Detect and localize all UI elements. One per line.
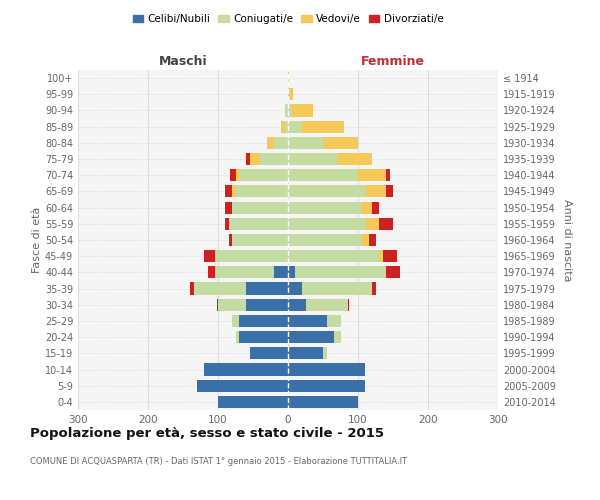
Bar: [284, 120, 288, 132]
Bar: [232, 234, 288, 246]
Y-axis label: Fasce di età: Fasce di età: [32, 207, 42, 273]
Bar: [288, 266, 295, 278]
Bar: [239, 331, 288, 343]
Bar: [302, 282, 372, 294]
Bar: [302, 120, 344, 132]
Bar: [288, 298, 305, 311]
Bar: [289, 88, 293, 101]
Bar: [372, 202, 379, 213]
Bar: [246, 298, 288, 311]
Bar: [208, 266, 215, 278]
Bar: [326, 315, 341, 327]
Bar: [260, 153, 288, 165]
Text: Popolazione per età, sesso e stato civile - 2015: Popolazione per età, sesso e stato civil…: [30, 428, 384, 440]
Bar: [284, 104, 288, 117]
Bar: [383, 250, 397, 262]
Bar: [288, 72, 289, 84]
Bar: [288, 250, 379, 262]
Bar: [368, 234, 376, 246]
Bar: [235, 331, 239, 343]
Bar: [288, 331, 334, 343]
Y-axis label: Anni di nascita: Anni di nascita: [562, 198, 572, 281]
Bar: [232, 186, 235, 198]
Bar: [218, 396, 288, 408]
Bar: [365, 186, 386, 198]
Bar: [361, 202, 372, 213]
Bar: [288, 234, 361, 246]
Bar: [288, 120, 302, 132]
Bar: [288, 380, 365, 392]
Bar: [347, 298, 349, 311]
Bar: [288, 186, 365, 198]
Bar: [288, 137, 323, 149]
Bar: [217, 298, 218, 311]
Bar: [204, 364, 288, 376]
Bar: [295, 266, 386, 278]
Bar: [288, 396, 358, 408]
Bar: [323, 348, 326, 360]
Bar: [232, 315, 239, 327]
Bar: [250, 153, 260, 165]
Bar: [323, 137, 358, 149]
Bar: [288, 282, 302, 294]
Bar: [218, 298, 246, 311]
Bar: [358, 169, 386, 181]
Bar: [365, 218, 379, 230]
Bar: [288, 169, 358, 181]
Bar: [197, 380, 288, 392]
Bar: [239, 315, 288, 327]
Bar: [215, 266, 274, 278]
Bar: [225, 186, 232, 198]
Bar: [230, 169, 235, 181]
Bar: [386, 266, 400, 278]
Bar: [204, 250, 215, 262]
Bar: [225, 218, 229, 230]
Bar: [379, 250, 383, 262]
Bar: [386, 169, 389, 181]
Bar: [193, 282, 246, 294]
Bar: [361, 234, 368, 246]
Bar: [372, 282, 376, 294]
Bar: [337, 153, 372, 165]
Bar: [288, 104, 292, 117]
Bar: [246, 153, 250, 165]
Bar: [288, 88, 289, 101]
Bar: [239, 169, 288, 181]
Legend: Celibi/Nubili, Coniugati/e, Vedovi/e, Divorziati/e: Celibi/Nubili, Coniugati/e, Vedovi/e, Di…: [128, 10, 448, 29]
Bar: [305, 298, 347, 311]
Bar: [267, 137, 274, 149]
Bar: [229, 234, 232, 246]
Bar: [288, 315, 326, 327]
Text: COMUNE DI ACQUASPARTA (TR) - Dati ISTAT 1° gennaio 2015 - Elaborazione TUTTITALI: COMUNE DI ACQUASPARTA (TR) - Dati ISTAT …: [30, 458, 407, 466]
Bar: [288, 348, 323, 360]
Bar: [288, 202, 361, 213]
Bar: [386, 186, 393, 198]
Text: Femmine: Femmine: [361, 54, 425, 68]
Bar: [274, 266, 288, 278]
Bar: [250, 348, 288, 360]
Bar: [215, 250, 288, 262]
Bar: [334, 331, 341, 343]
Bar: [379, 218, 393, 230]
Bar: [225, 202, 232, 213]
Bar: [190, 282, 193, 294]
Bar: [232, 202, 288, 213]
Bar: [246, 282, 288, 294]
Bar: [281, 120, 284, 132]
Bar: [229, 218, 288, 230]
Bar: [288, 218, 365, 230]
Bar: [292, 104, 313, 117]
Bar: [288, 153, 337, 165]
Bar: [235, 186, 288, 198]
Bar: [274, 137, 288, 149]
Text: Maschi: Maschi: [158, 54, 208, 68]
Bar: [288, 364, 365, 376]
Bar: [235, 169, 239, 181]
